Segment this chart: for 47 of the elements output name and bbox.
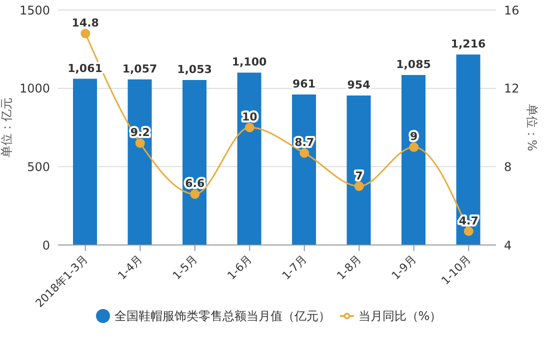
bar xyxy=(402,75,426,245)
legend-label: 全国鞋帽服饰类零售总额当月值（亿元） xyxy=(114,309,330,323)
y-axis-title: 单位：亿元 xyxy=(0,98,14,158)
data-label: 1,057 xyxy=(122,62,158,76)
y-tick-label: 0 xyxy=(42,238,50,252)
data-label: 1,053 xyxy=(177,63,212,76)
x-tick-label: 1-5月 xyxy=(170,252,200,282)
data-label: 954 xyxy=(347,78,371,92)
data-label: 961 xyxy=(292,77,316,90)
data-label: 10 xyxy=(242,110,258,124)
point xyxy=(300,148,310,158)
x-tick-label: 1-7月 xyxy=(280,252,310,282)
data-label: 7 xyxy=(355,169,363,182)
y-tick-label: 500 xyxy=(27,160,50,174)
x-tick-label: 1-8月 xyxy=(334,252,364,282)
x-tick-label: 1-9月 xyxy=(389,252,419,282)
bar xyxy=(292,94,316,245)
y-tick-label: 1000 xyxy=(19,82,50,96)
bar xyxy=(346,96,371,245)
bar xyxy=(456,54,480,245)
data-label: 8.7 xyxy=(294,136,314,149)
data-label: 9 xyxy=(410,130,418,144)
bar xyxy=(182,80,206,245)
y-tick-label: 1500 xyxy=(19,3,50,18)
point xyxy=(354,182,364,191)
x-tick-label: 1-4月 xyxy=(115,252,146,282)
bar xyxy=(128,79,152,245)
data-label: 6.6 xyxy=(185,177,205,190)
point xyxy=(80,28,90,38)
y2-tick-label: 12 xyxy=(504,82,520,96)
point xyxy=(409,142,419,152)
point xyxy=(464,226,474,236)
bar xyxy=(73,78,97,245)
data-label: 14.8 xyxy=(72,16,99,30)
y2-tick-label: 16 xyxy=(504,3,520,18)
y2-tick-label: 8 xyxy=(504,160,512,174)
point xyxy=(135,138,145,148)
x-tick-label: 1-6月 xyxy=(224,252,255,282)
y2-tick-label: 4 xyxy=(504,238,512,252)
bar xyxy=(237,72,262,245)
y2-axis-title: 单位：% xyxy=(524,104,539,152)
data-label: 1,100 xyxy=(232,56,267,69)
data-label: 1,216 xyxy=(450,37,486,50)
data-label: 1,085 xyxy=(396,58,431,72)
point xyxy=(244,122,254,132)
point xyxy=(190,189,200,199)
legend-label: 当月同比（%） xyxy=(358,309,442,323)
